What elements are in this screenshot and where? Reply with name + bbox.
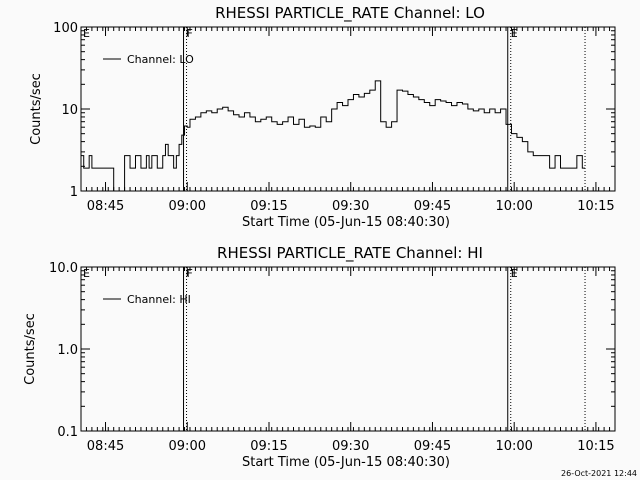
x-tick-label: 09:15 <box>250 199 287 214</box>
footer-timestamp: 26-Oct-2021 12:44 <box>561 469 637 478</box>
panel-lo-title: RHESSI PARTICLE_RATE Channel: LO <box>215 4 485 23</box>
event-label: E <box>83 267 90 280</box>
panel-hi-xlabel: Start Time (05-Jun-15 08:40:30) <box>242 455 450 470</box>
legend-label-hi: Channel: HI <box>127 293 191 306</box>
event-label: F <box>187 27 193 40</box>
y-tick-label: 10.0 <box>49 261 78 276</box>
x-tick-label: 10:00 <box>495 439 532 454</box>
x-tick-label: 10:15 <box>577 199 614 214</box>
panel-lo-series <box>81 80 586 192</box>
x-tick-label: 09:15 <box>250 439 287 454</box>
y-tick-label: 10 <box>61 103 78 118</box>
y-tick-label: 1.0 <box>57 343 78 358</box>
x-tick-label: 09:30 <box>332 439 369 454</box>
x-tick-label: 10:15 <box>577 439 614 454</box>
x-tick-label: 09:30 <box>332 199 369 214</box>
event-label: E <box>511 27 518 40</box>
panel-lo-xlabel: Start Time (05-Jun-15 08:40:30) <box>242 215 450 230</box>
y-tick-label: 1 <box>70 185 78 200</box>
series-line <box>81 80 586 192</box>
panel-lo-x-axis: 08:45 09:00 09:15 09:30 09:45 10:00 10:15 <box>80 27 616 214</box>
event-label: F <box>187 267 193 280</box>
panel-hi-x-axis: 08:45 09:00 09:15 09:30 09:45 10:00 10:15 <box>80 267 616 454</box>
panel-lo-legend: Channel: LO <box>103 53 194 66</box>
panel-lo: RHESSI PARTICLE_RATE Channel: LO Counts/… <box>29 4 616 230</box>
x-tick-label: 10:00 <box>495 199 532 214</box>
panel-hi: RHESSI PARTICLE_RATE Channel: HI Counts/… <box>23 244 616 470</box>
panel-hi-title: RHESSI PARTICLE_RATE Channel: HI <box>217 244 483 263</box>
panel-hi-legend: Channel: HI <box>103 293 191 306</box>
panel-hi-ylabel: Counts/sec <box>23 313 38 385</box>
y-tick-label: 0.1 <box>57 425 78 440</box>
x-tick-label: 08:45 <box>87 439 124 454</box>
event-label: E <box>83 27 90 40</box>
panel-lo-ylabel: Counts/sec <box>29 73 44 145</box>
x-tick-label: 09:00 <box>169 439 206 454</box>
panel-lo-y-axis: 1 10 100 <box>53 21 615 200</box>
x-tick-label: 09:45 <box>414 439 451 454</box>
x-tick-label: 09:00 <box>169 199 206 214</box>
x-tick-label: 09:45 <box>414 199 451 214</box>
event-label: E <box>511 267 518 280</box>
panel-hi-y-axis: 0.1 1.0 10.0 <box>49 261 615 440</box>
panel-hi-plot-area <box>80 266 616 432</box>
legend-label-lo: Channel: LO <box>127 53 194 66</box>
x-tick-label: 08:45 <box>87 199 124 214</box>
y-tick-label: 100 <box>53 21 78 36</box>
panel-lo-plot-area <box>80 26 616 192</box>
